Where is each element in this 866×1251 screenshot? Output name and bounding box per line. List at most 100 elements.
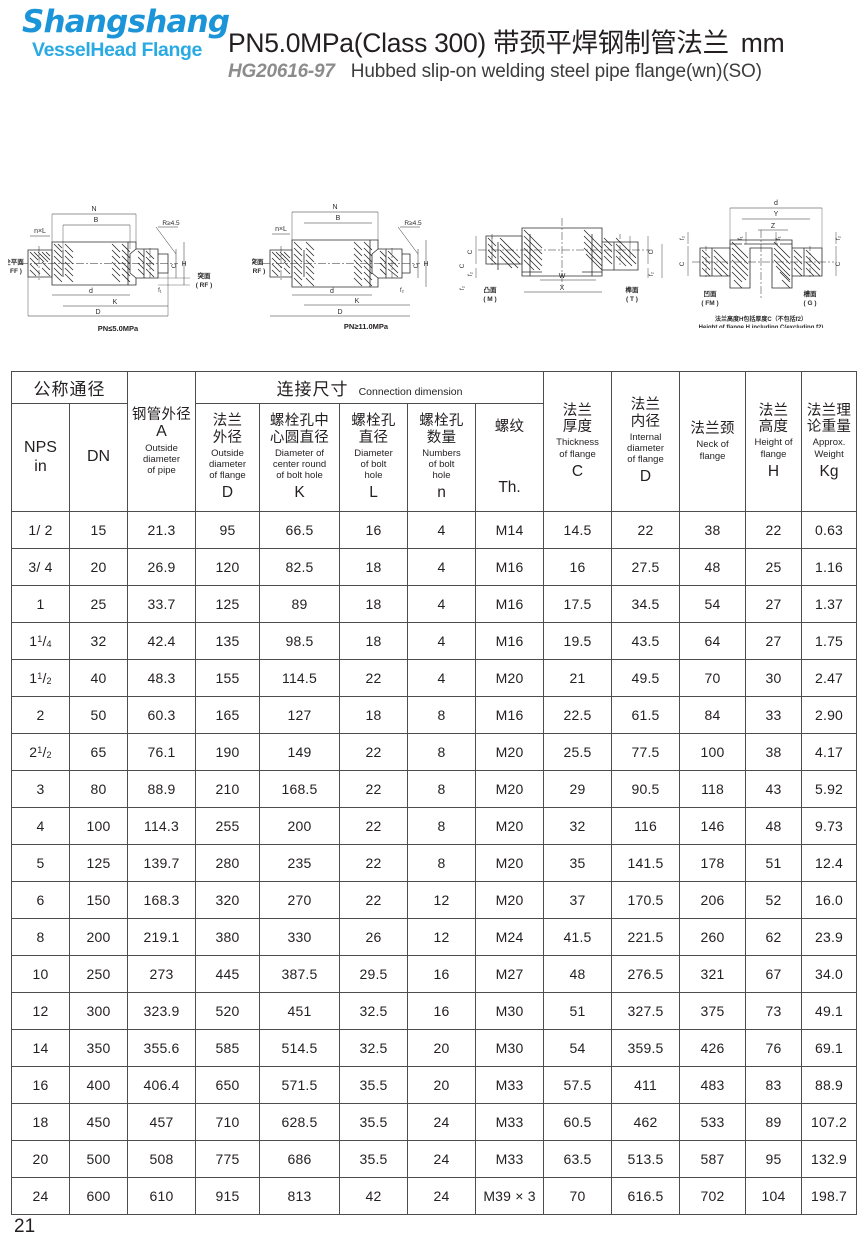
cell-bolt-circle: 149 — [259, 733, 340, 771]
col-header-pipe-od: 钢管外径 A Outside diameter of pipe — [127, 371, 196, 512]
cell-bolt-hole-dia: 18 — [339, 696, 408, 734]
cell-neck: 375 — [679, 992, 747, 1030]
dim4-label-f1: f₁ — [738, 236, 744, 240]
cell-flange-od: 190 — [195, 733, 260, 771]
col-header-bolt-hole-count-cn-1: 螺栓孔 — [419, 413, 464, 430]
table-row: 10 250 273 445 387.5 29.5 16 M27 48 276.5 321 67 34.… — [11, 955, 858, 993]
cell-internal-diameter: 34.5 — [611, 585, 681, 623]
table-row: 3/ 4 20 26.9 120 82.5 18 4 M16 16 27.5 48 25 1.16 — [11, 548, 858, 586]
cell-weight: 49.1 — [801, 992, 858, 1030]
cell-flange-od: 255 — [195, 807, 260, 845]
col-header-thickness: 法兰 厚度 Thickness of flange C — [543, 371, 613, 512]
cell-pipe-od: 219.1 — [127, 918, 196, 956]
cell-internal-diameter: 616.5 — [611, 1177, 681, 1215]
cell-bolt-circle: 235 — [259, 844, 340, 882]
dim4-label-Z: Z — [771, 223, 776, 230]
dim-label-d: d — [89, 288, 93, 295]
cell-dn: 200 — [69, 918, 128, 956]
cell-bolt-hole-dia: 42 — [339, 1177, 408, 1215]
cell-pipe-od: 457 — [127, 1103, 196, 1141]
page-header: Shangshang VesselHead Flange PN5.0MPa(Cl… — [0, 0, 866, 110]
cell-pipe-od: 114.3 — [127, 807, 196, 845]
cell-thread: M24 — [474, 918, 545, 956]
cell-thickness: 51 — [543, 992, 613, 1030]
cell-bolt-hole-dia: 32.5 — [339, 1029, 408, 1067]
cell-pipe-od: 76.1 — [127, 733, 196, 771]
cell-height: 22 — [745, 511, 803, 549]
drawing-male-tongue-face: W X C f₂ C f₂ 凸面 ( M ) 榫面 ( T ) — [462, 208, 662, 318]
cell-bolt-hole-count: 20 — [407, 1066, 476, 1104]
dim3-label-W: W — [559, 273, 566, 280]
col-header-dn: DN — [69, 403, 128, 512]
drawing-4-svg: d Y Z H C f₂ C f₂ f₁ f₁ 凹面 ( FM ) 槽面 ( G… — [658, 200, 842, 328]
cell-flange-od: 135 — [195, 622, 260, 660]
dim4-label-C-right: C — [835, 261, 842, 266]
specification-table-wrapper: 公称通径 钢管外径 A Outside diameter of pipe 连接尺寸 … — [11, 371, 858, 1215]
dim-label-B: B — [94, 217, 99, 224]
cell-internal-diameter: 27.5 — [611, 548, 681, 586]
cell-pipe-od: 508 — [127, 1140, 196, 1178]
cell-flange-od: 650 — [195, 1066, 260, 1104]
cell-height: 25 — [745, 548, 803, 586]
col-header-weight-cn-1: 法兰理 — [806, 402, 852, 419]
cell-weight: 0.63 — [801, 511, 858, 549]
page-number: 21 — [14, 1216, 36, 1237]
dim2-label-d: d — [330, 288, 334, 295]
dim2-label-D: D — [337, 309, 342, 316]
dim3-label-X: X — [560, 285, 565, 292]
cell-weight: 1.75 — [801, 622, 858, 660]
cell-dn: 125 — [69, 844, 128, 882]
col-header-neck: 法兰颈 Neck of flange — [679, 371, 747, 512]
page-title: PN5.0MPa(Class 300) 带颈平焊钢制管法兰 mm — [228, 26, 785, 60]
cell-neck: 84 — [679, 696, 747, 734]
cell-dn: 25 — [69, 585, 128, 623]
cell-thread: M16 — [474, 585, 545, 623]
cell-dn: 40 — [69, 659, 128, 697]
cell-neck: 118 — [679, 770, 747, 808]
cell-bolt-hole-count: 16 — [407, 992, 476, 1030]
cell-neck: 533 — [679, 1103, 747, 1141]
cell-dn: 450 — [69, 1103, 128, 1141]
dim-label-N: N — [91, 206, 96, 213]
col-header-height-cn-2: 高度 — [758, 419, 789, 436]
page-title-text: PN5.0MPa(Class 300) 带颈平焊钢制管法兰 — [228, 28, 729, 58]
col-header-bolt-circle-symbol: K — [294, 484, 305, 502]
cell-weight: 88.9 — [801, 1066, 858, 1104]
face-label-ff-code: ( FF ) — [8, 268, 22, 275]
cell-bolt-circle: 686 — [259, 1140, 340, 1178]
face3-label-m-code: ( M ) — [483, 296, 496, 303]
drawing-4-note-cn: 法兰高度H包括厚度C（不包括f2） — [715, 315, 807, 323]
table-row: 24 600 610 915 813 42 24 M39 × 3 70 616.5 702 104 19… — [11, 1177, 858, 1215]
col-header-flange-od-en: Outside diameter of flange — [209, 447, 246, 482]
col-header-height-cn-1: 法兰 — [758, 402, 789, 419]
cell-bolt-hole-dia: 22 — [339, 881, 408, 919]
cell-bolt-hole-count: 8 — [407, 770, 476, 808]
drawing-3-svg: W X C f₂ C f₂ 凸面 ( M ) 榫面 ( T ) — [467, 218, 655, 303]
cell-weight: 34.0 — [801, 955, 858, 993]
cell-pipe-od: 139.7 — [127, 844, 196, 882]
cell-neck: 38 — [679, 511, 747, 549]
table-row: 16 400 406.4 650 571.5 35.5 20 M33 57.5 411 483 83 8… — [11, 1066, 858, 1104]
cell-bolt-hole-count: 24 — [407, 1140, 476, 1178]
col-header-bolt-hole-count: 螺栓孔 数量 Numbers of bolt hole n — [407, 403, 476, 512]
cell-bolt-circle: 330 — [259, 918, 340, 956]
cell-dn: 20 — [69, 548, 128, 586]
cell-thread: M30 — [474, 1029, 545, 1067]
cell-thickness: 60.5 — [543, 1103, 613, 1141]
dim2-label-N: N — [332, 204, 337, 211]
cell-internal-diameter: 513.5 — [611, 1140, 681, 1178]
dim2-label-K: K — [355, 298, 360, 305]
cell-flange-od: 710 — [195, 1103, 260, 1141]
cell-nps: 16 — [11, 1066, 70, 1104]
col-header-neck-en: Neck of flange — [696, 439, 729, 462]
cell-flange-od: 210 — [195, 770, 260, 808]
col-header-height-symbol: H — [767, 462, 780, 480]
col-header-bolt-hole-dia: 螺栓孔 直径 Diameter of bolt hole L — [339, 403, 408, 512]
group-header-connection-en: Connection dimension — [358, 386, 463, 398]
cell-bolt-circle: 387.5 — [259, 955, 340, 993]
cell-pipe-od: 168.3 — [127, 881, 196, 919]
dim-label-R: R≥4.5 — [162, 220, 180, 227]
table-row: 5 125 139.7 280 235 22 8 M20 35 141.5 178 51 12.4 — [11, 844, 858, 882]
cell-dn: 350 — [69, 1029, 128, 1067]
cell-bolt-circle: 66.5 — [259, 511, 340, 549]
